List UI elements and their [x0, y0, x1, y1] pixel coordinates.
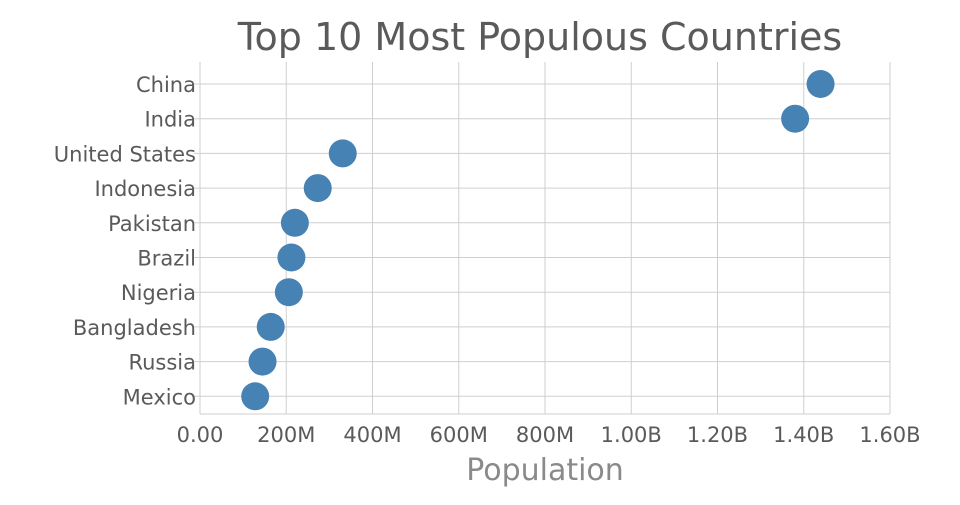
data-point[interactable]: [256, 312, 285, 341]
category-label: India: [144, 108, 196, 132]
x-tick-label: 1.00B: [601, 423, 662, 447]
data-points: [241, 70, 835, 411]
category-label: Indonesia: [94, 177, 196, 201]
data-point[interactable]: [280, 208, 309, 237]
data-point[interactable]: [781, 104, 810, 133]
x-tick-label: 1.60B: [859, 423, 920, 447]
x-tick-label: 800M: [516, 423, 574, 447]
data-point[interactable]: [248, 347, 277, 376]
data-point[interactable]: [303, 174, 332, 203]
category-label: China: [136, 73, 196, 97]
data-point[interactable]: [241, 382, 270, 411]
category-label: Bangladesh: [73, 316, 196, 340]
x-axis-label: Population: [466, 453, 624, 488]
x-tick-label: 600M: [430, 423, 488, 447]
category-label: Nigeria: [121, 281, 196, 305]
x-tick-label: 1.20B: [687, 423, 748, 447]
category-label: Brazil: [137, 247, 196, 271]
category-label: Mexico: [123, 385, 196, 409]
y-axis-category-labels: China India United States Indonesia Pakistan…: [54, 73, 196, 409]
category-label: Pakistan: [108, 212, 196, 236]
category-label: Russia: [128, 351, 196, 375]
data-point[interactable]: [806, 70, 835, 98]
category-label: United States: [54, 142, 196, 166]
data-point[interactable]: [274, 278, 303, 307]
x-tick-label: 0.00: [177, 423, 224, 447]
grid-lines: [194, 62, 891, 414]
x-axis-tick-labels: 0.00 200M 400M 600M 800M 1.00B 1.20B 1.40B 1.60B: [177, 423, 921, 447]
data-point[interactable]: [328, 139, 357, 168]
x-tick-label: 1.40B: [773, 423, 834, 447]
chart-title: Top 10 Most Populous Countries: [237, 15, 842, 59]
x-tick-label: 400M: [343, 423, 401, 447]
x-tick-label: 200M: [257, 423, 315, 447]
data-point[interactable]: [277, 243, 306, 272]
